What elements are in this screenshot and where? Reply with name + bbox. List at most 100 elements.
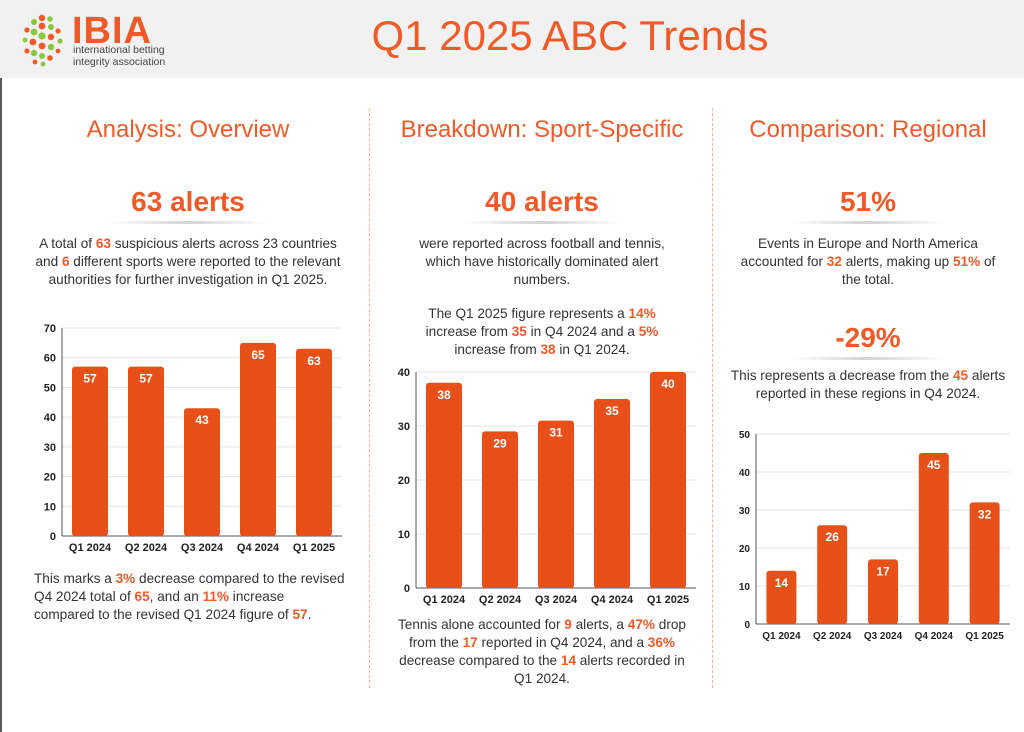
- highlight-value: 51%: [953, 254, 981, 269]
- stat-underline: [108, 221, 268, 224]
- overview-comparison-paragraph: This marks a 3% decrease compared to the…: [34, 570, 348, 624]
- data-label: 26: [826, 530, 840, 544]
- text-run: drop from the: [408, 617, 686, 650]
- regional-paragraph: Events in Europe and North America accou…: [720, 235, 1016, 289]
- highlight-value: 38: [540, 342, 556, 357]
- sport-change-paragraph: The Q1 2025 figure represents a 14% incr…: [382, 305, 702, 359]
- y-tick-label: 20: [739, 544, 751, 555]
- y-tick-label: 20: [44, 472, 56, 484]
- highlight-value: 36%: [647, 635, 676, 650]
- text-run: The Q1 2025 figure represents a: [428, 306, 629, 321]
- x-tick-label: Q1 2024: [69, 542, 112, 554]
- highlight-value: 11%: [202, 589, 230, 604]
- bar: [426, 382, 462, 588]
- regional-bar-chart: 0 10 20 30 40 50 14 Q1 2024 26 Q2 2024 17 Q3 2024 45…: [739, 430, 1010, 642]
- y-tick-label: 40: [398, 367, 410, 379]
- overview-paragraph: A total of 63 suspicious alerts across 2…: [28, 235, 348, 289]
- text-run: suspicious alerts across 23 countries an…: [35, 236, 337, 269]
- highlight-value: 35: [511, 324, 527, 339]
- x-tick-label: Q3 2024: [864, 631, 903, 642]
- text-run: increase from: [454, 342, 541, 357]
- x-tick-label: Q4 2024: [591, 594, 634, 606]
- data-label: 38: [437, 388, 451, 402]
- highlight-value: 5%: [638, 324, 659, 339]
- sport-paragraph: were reported across football and tennis…: [382, 235, 702, 289]
- y-tick-label: 40: [739, 468, 751, 479]
- page-title: Q1 2025 ABC Trends: [371, 12, 769, 59]
- bar: [650, 372, 686, 588]
- x-tick-label: Q2 2024: [479, 594, 522, 606]
- x-tick-label: Q1 2024: [762, 631, 801, 642]
- x-tick-label: Q2 2024: [813, 631, 852, 642]
- text-run: This represents a decrease from the: [730, 368, 953, 383]
- stat-underline: [790, 221, 946, 224]
- highlight-value: 14%: [628, 306, 656, 321]
- text-run: alerts, making up: [841, 254, 953, 269]
- bar: [128, 366, 164, 536]
- data-label: 31: [549, 426, 563, 440]
- bar: [594, 399, 630, 588]
- stat-underline: [462, 221, 622, 224]
- ibia-logo: IBIA international betting integrity ass…: [20, 10, 190, 70]
- left-frame-line: [0, 78, 2, 732]
- bar: [72, 366, 108, 536]
- highlight-value: 9: [564, 617, 572, 632]
- highlight-value: 45: [952, 368, 969, 383]
- overview-bar-chart: 0 10 20 30 40 50 60 70 57 Q1 2024 57 Q2 2024 43 Q3 20…: [44, 323, 342, 554]
- data-label: 32: [978, 507, 992, 521]
- data-label: 65: [251, 348, 265, 362]
- tennis-paragraph: Tennis alone accounted for 9 alerts, a 4…: [382, 616, 702, 688]
- text-run: This marks a: [34, 571, 116, 586]
- data-label: 45: [927, 458, 941, 472]
- highlight-value: 14: [560, 653, 577, 668]
- stat-secondary: -29%: [835, 322, 901, 353]
- data-label: 14: [775, 576, 789, 590]
- bar: [918, 453, 949, 624]
- x-tick-label: Q3 2024: [181, 542, 224, 554]
- bar: [817, 525, 848, 624]
- data-label: 57: [83, 372, 97, 386]
- y-tick-label: 70: [44, 323, 56, 335]
- data-label: 43: [195, 413, 209, 427]
- text-run: alerts reported in these regions in Q4 2…: [755, 368, 1006, 401]
- highlight-value: 63: [95, 236, 111, 251]
- y-tick-label: 30: [739, 506, 751, 517]
- bar: [240, 342, 276, 536]
- column-overview: Analysis: Overview 63 alerts A total of …: [28, 78, 348, 718]
- y-tick-label: 0: [50, 531, 56, 543]
- data-label: 57: [139, 372, 153, 386]
- x-tick-label: Q4 2024: [237, 542, 280, 554]
- data-label: 40: [661, 377, 675, 391]
- text-run: reported in Q4 2024, and a: [477, 635, 648, 650]
- y-tick-label: 40: [44, 412, 56, 424]
- column-divider: [712, 108, 713, 688]
- highlight-value: 57: [292, 607, 308, 622]
- stat-headline: 40 alerts: [485, 186, 599, 217]
- x-tick-label: Q4 2024: [915, 631, 954, 642]
- ibia-logo-dots-icon: [22, 14, 63, 67]
- bar: [868, 559, 898, 624]
- column-divider: [369, 108, 370, 688]
- text-run: different sports were reported to the re…: [48, 254, 341, 287]
- logo-wordmark: IBIA: [72, 10, 152, 52]
- y-tick-label: 10: [44, 501, 56, 513]
- regional-change-paragraph: This represents a decrease from the 45 a…: [720, 367, 1016, 403]
- data-label: 29: [493, 436, 507, 450]
- y-tick-label: 20: [398, 475, 410, 487]
- y-tick-label: 50: [739, 430, 751, 441]
- data-label: 63: [307, 354, 321, 368]
- text-run: decrease compared to the revised Q4 2024…: [34, 571, 345, 604]
- y-tick-label: 30: [44, 442, 56, 454]
- data-label: 17: [876, 564, 890, 578]
- column-regional: Comparison: Regional 51% Events in Europ…: [720, 78, 1016, 718]
- text-run: A total of: [39, 236, 96, 251]
- highlight-value: 47%: [627, 617, 655, 632]
- text-run: , and an: [149, 589, 203, 604]
- x-tick-label: Q1 2025: [293, 542, 335, 554]
- y-tick-label: 0: [404, 583, 410, 595]
- text-run: increase compared to the revised Q1 2024…: [34, 589, 293, 622]
- bar: [482, 431, 518, 588]
- bar: [766, 570, 797, 624]
- text-run: in Q4 2024 and a: [526, 324, 639, 339]
- x-tick-label: Q3 2024: [535, 594, 578, 606]
